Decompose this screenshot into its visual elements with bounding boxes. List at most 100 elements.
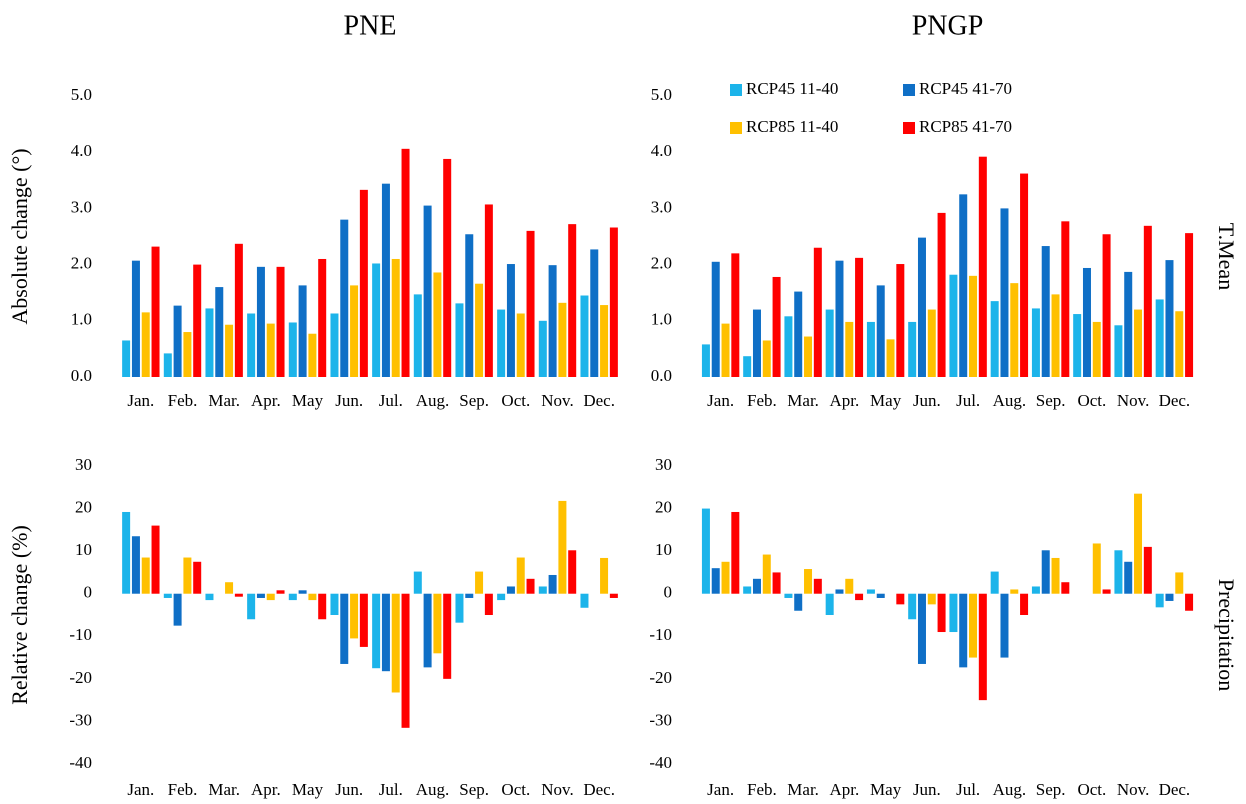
row-label: Precipitation bbox=[1214, 579, 1239, 691]
bar bbox=[1143, 546, 1152, 594]
y-tick-label: 0.0 bbox=[71, 366, 92, 385]
bar bbox=[205, 308, 214, 377]
bar bbox=[276, 590, 285, 594]
bar bbox=[288, 593, 297, 601]
panel-title: PNGP bbox=[912, 10, 984, 41]
y-tick-label: -20 bbox=[649, 668, 672, 687]
bar bbox=[141, 312, 150, 377]
bar bbox=[381, 593, 390, 672]
bar bbox=[497, 309, 506, 377]
bar bbox=[1061, 221, 1070, 377]
bar bbox=[1134, 309, 1143, 377]
bar bbox=[1041, 550, 1050, 594]
bar bbox=[1020, 593, 1029, 615]
bar bbox=[590, 249, 599, 377]
bar bbox=[969, 593, 978, 658]
bar bbox=[813, 578, 822, 594]
bar bbox=[1000, 208, 1009, 377]
y-tick-label: -30 bbox=[69, 710, 92, 729]
x-tick-label: Jul. bbox=[956, 780, 980, 799]
bar bbox=[721, 323, 730, 377]
y-tick-label: -40 bbox=[69, 753, 92, 772]
bar bbox=[465, 593, 474, 598]
y-tick-label: 1.0 bbox=[651, 310, 672, 329]
y-axis-label: Absolute change (°) bbox=[7, 148, 32, 324]
bar bbox=[1155, 593, 1164, 608]
bar bbox=[876, 593, 885, 598]
bar bbox=[1124, 271, 1133, 377]
bar bbox=[163, 353, 172, 377]
bar bbox=[298, 285, 307, 377]
bar bbox=[234, 593, 243, 597]
bar bbox=[381, 183, 390, 377]
x-tick-label: Nov. bbox=[541, 391, 573, 410]
bar bbox=[600, 557, 609, 594]
x-tick-label: Jan. bbox=[127, 391, 154, 410]
y-tick-label: 10 bbox=[655, 540, 672, 559]
bar bbox=[896, 264, 905, 377]
bar bbox=[1165, 593, 1174, 601]
x-tick-label: Jul. bbox=[379, 780, 403, 799]
bar bbox=[804, 336, 813, 377]
bar bbox=[784, 316, 793, 377]
bar bbox=[256, 593, 265, 598]
x-tick-label: Mar. bbox=[787, 391, 819, 410]
bar bbox=[1165, 260, 1174, 377]
bar bbox=[131, 536, 140, 594]
bar bbox=[794, 291, 803, 377]
x-tick-label: Jan. bbox=[707, 391, 734, 410]
bar bbox=[1092, 321, 1101, 377]
x-tick-label: Feb. bbox=[747, 391, 777, 410]
bar bbox=[711, 261, 720, 377]
bar bbox=[978, 593, 987, 701]
bar bbox=[506, 264, 515, 377]
bar bbox=[711, 568, 720, 594]
bar bbox=[1143, 225, 1152, 377]
bar bbox=[1010, 589, 1019, 594]
y-axis-label: Relative change (%) bbox=[7, 525, 32, 705]
bar bbox=[350, 593, 359, 639]
bar bbox=[318, 258, 327, 377]
bar bbox=[908, 593, 917, 620]
bar bbox=[516, 557, 525, 594]
bar bbox=[866, 321, 875, 377]
bar bbox=[1175, 311, 1184, 377]
panel-title: PNE bbox=[344, 10, 397, 41]
bar bbox=[247, 313, 256, 377]
bar bbox=[538, 320, 547, 377]
legend-swatch bbox=[903, 122, 915, 134]
bar bbox=[701, 344, 710, 377]
x-tick-label: Mar. bbox=[787, 780, 819, 799]
bar bbox=[276, 266, 285, 377]
bar bbox=[1124, 561, 1133, 594]
bar bbox=[917, 593, 926, 664]
bar bbox=[391, 258, 400, 377]
bar bbox=[413, 294, 422, 377]
bar bbox=[600, 305, 609, 377]
bar bbox=[1185, 233, 1194, 377]
bar bbox=[990, 571, 999, 594]
bar bbox=[183, 557, 192, 594]
bar bbox=[609, 227, 618, 377]
x-tick-label: Jun. bbox=[335, 780, 363, 799]
bar bbox=[359, 593, 368, 647]
x-tick-label: Aug. bbox=[993, 391, 1027, 410]
bar bbox=[1020, 173, 1029, 377]
bar bbox=[141, 557, 150, 594]
y-tick-label: 20 bbox=[655, 497, 672, 516]
bar bbox=[937, 593, 946, 633]
bar bbox=[526, 230, 535, 377]
bar bbox=[927, 309, 936, 377]
x-tick-label: Jan. bbox=[127, 780, 154, 799]
x-tick-label: Feb. bbox=[168, 780, 198, 799]
bar bbox=[855, 593, 864, 601]
y-tick-label: 0 bbox=[84, 583, 93, 602]
bar bbox=[580, 295, 589, 377]
bar bbox=[978, 156, 987, 377]
y-tick-label: 4.0 bbox=[71, 141, 92, 160]
bar bbox=[609, 593, 618, 598]
bar bbox=[131, 260, 140, 377]
bar bbox=[845, 321, 854, 377]
x-tick-label: May bbox=[870, 780, 902, 799]
